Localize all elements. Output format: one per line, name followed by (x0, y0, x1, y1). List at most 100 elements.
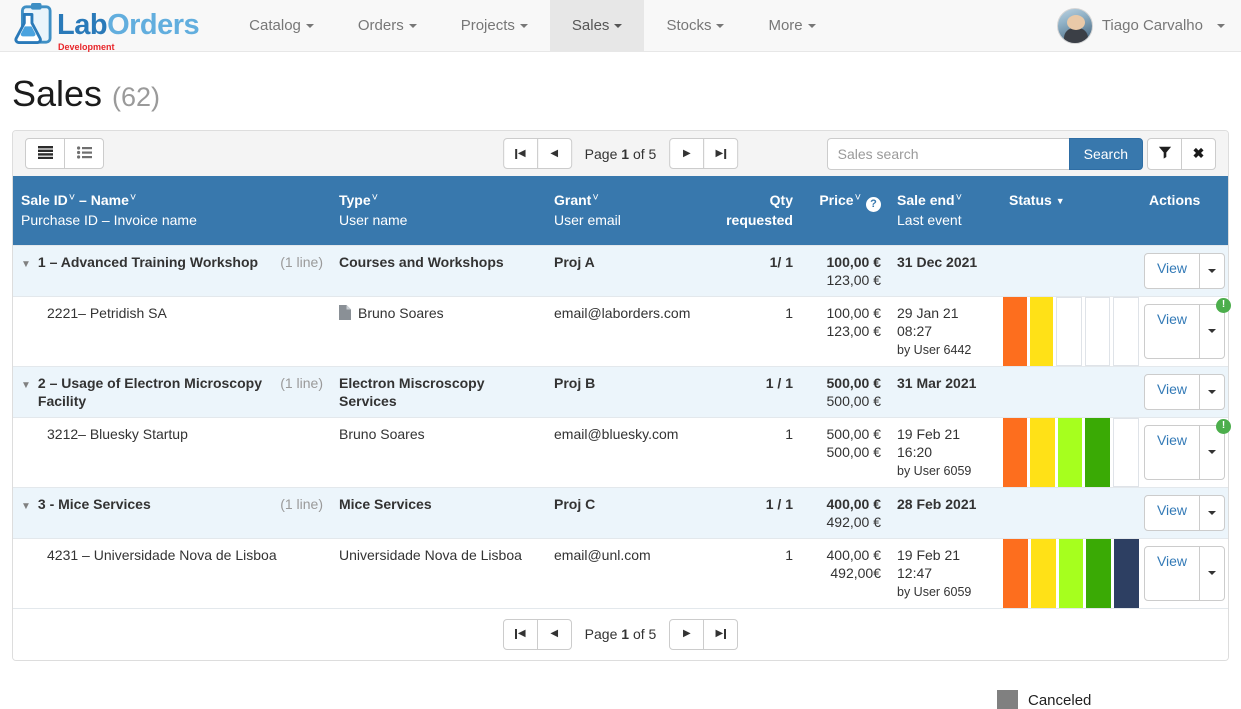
nav-item-catalog[interactable]: Catalog (227, 0, 336, 52)
column-sale-end[interactable]: Sale end˅ Last event (889, 183, 1001, 238)
column-type[interactable]: Type˅ User name (331, 183, 546, 238)
view-split-button: View ! (1143, 297, 1232, 359)
last-event-user: by User 6059 (897, 584, 972, 599)
next-page-button[interactable]: ▶ (669, 618, 705, 650)
last-event-time: 19 Feb 21 12:47 (897, 546, 961, 581)
view-dropdown-button[interactable] (1199, 494, 1226, 531)
actions-cell: View (1141, 367, 1228, 417)
user-menu[interactable]: Tiago Carvalho (1056, 7, 1241, 44)
view-button[interactable]: View (1143, 373, 1201, 410)
column-status[interactable]: Status ▼ (1009, 192, 1065, 208)
view-dropdown-button[interactable] (1199, 545, 1226, 601)
collapse-icon[interactable]: ▼ (21, 258, 31, 270)
purchase-name: 3212– Bluesky Startup (47, 425, 188, 442)
nav-item-more[interactable]: More (746, 0, 837, 52)
sort-icon: ˅ (371, 192, 379, 204)
line-count: (1 line) (280, 495, 323, 512)
status-legend: Canceled Rejected Waiting email confirma… (997, 689, 1229, 709)
next-page-button[interactable]: ▶ (669, 138, 705, 169)
price-cell: 400,00 € 492,00€ (801, 539, 889, 608)
status-segment (1056, 296, 1082, 366)
sale-name-cell: ▼ 2 – Usage of Electron Microscopy Facil… (13, 367, 331, 417)
sort-icon: ˅ (854, 192, 861, 204)
filter-button[interactable] (1147, 137, 1182, 170)
detailed-view-button[interactable] (25, 138, 65, 169)
column-price[interactable]: Price˅? (801, 183, 889, 238)
price-primary: 500,00 € (826, 425, 882, 442)
view-dropdown-button[interactable] (1199, 373, 1226, 410)
user-cell: Universidade Nova de Lisboa (339, 546, 522, 563)
view-button[interactable]: View (1143, 424, 1201, 480)
actions-cell: View ! (1141, 418, 1232, 487)
user-email: email@bluesky.com (554, 425, 679, 442)
main-nav: Catalog Orders Projects Sales Stocks Mor… (227, 0, 837, 52)
table-toolbar: ◀ ◀ Page 1 of 5 ▶ ▶ Search ✖ (13, 131, 1228, 176)
previous-page-icon: ◀ (550, 628, 559, 640)
collapse-icon[interactable]: ▼ (21, 379, 31, 391)
view-dropdown-button[interactable] (1199, 252, 1226, 289)
sale-type: Electron Miscroscopy Services (339, 374, 485, 409)
nav-item-projects[interactable]: Projects (439, 0, 550, 52)
last-page-button[interactable]: ▶ (703, 138, 739, 169)
chevron-down-icon (519, 23, 528, 28)
chevron-down-icon (1208, 510, 1217, 515)
status-segment (1084, 296, 1111, 366)
previous-page-button[interactable]: ◀ (536, 138, 572, 169)
compact-view-button[interactable] (64, 138, 104, 169)
column-qty-requested: Qty requested (726, 192, 793, 229)
column-sale-id-name[interactable]: Sale ID˅ – Name˅ Purchase ID – Invoice n… (13, 183, 331, 238)
user-cell: Bruno Soares (339, 425, 425, 442)
nav-item-stocks[interactable]: Stocks (644, 0, 746, 52)
status-progress (1001, 417, 1141, 487)
status-segment (1003, 296, 1027, 366)
previous-page-button[interactable]: ◀ (536, 618, 572, 650)
last-page-button[interactable]: ▶ (703, 618, 739, 650)
price-cell: 100,00 € 123,00 € (801, 297, 889, 366)
user-name-value: Bruno Soares (358, 304, 444, 321)
chevron-down-icon (1208, 268, 1217, 273)
nav-item-sales[interactable]: Sales (549, 0, 645, 52)
page-indicator: Page 1 of 5 (584, 626, 657, 643)
line-count: (1 line) (280, 374, 323, 391)
view-button[interactable]: View (1143, 494, 1201, 531)
clear-search-button[interactable]: ✖ (1181, 137, 1216, 170)
view-split-button: View (1143, 373, 1226, 410)
status-segment (1086, 538, 1112, 608)
price-primary: 100,00 € (826, 304, 882, 321)
user-name: Tiago Carvalho (1101, 17, 1203, 34)
price-cell: 500,00 € 500,00 € (801, 418, 889, 487)
first-page-button[interactable]: ◀ (502, 618, 538, 650)
search-input[interactable] (826, 137, 1069, 170)
status-progress (1001, 296, 1141, 366)
chevron-down-icon (1217, 23, 1225, 28)
price-primary: 500,00 € (826, 374, 882, 391)
nav-item-orders[interactable]: Orders (336, 0, 439, 52)
search-button[interactable]: Search (1068, 137, 1143, 170)
view-button[interactable]: View (1143, 545, 1201, 601)
actions-cell: View (1141, 539, 1228, 608)
qty-requested: 1 (785, 304, 793, 321)
status-segment (1112, 417, 1140, 487)
chevron-down-icon (1208, 329, 1217, 334)
sale-grant: Proj B (554, 374, 596, 391)
view-dropdown-button[interactable] (1199, 424, 1226, 480)
purchase-row: 4231 – Universidade Nova de Lisboa Unive… (13, 537, 1228, 608)
first-page-button[interactable]: ◀ (502, 138, 538, 169)
status-segment (1114, 538, 1139, 608)
purchase-row: 3212– Bluesky Startup Bruno Soares email… (13, 416, 1232, 487)
view-dropdown-button[interactable] (1199, 303, 1226, 359)
brand-logo[interactable]: LabOrders Development (10, 2, 200, 52)
view-button[interactable]: View (1143, 303, 1201, 359)
sale-type: Courses and Workshops (339, 253, 504, 270)
price-cell: 400,00 € 492,00 € (801, 488, 889, 538)
purchase-name: 4231 – Universidade Nova de Lisboa (47, 546, 277, 563)
collapse-icon[interactable]: ▼ (21, 500, 31, 512)
help-icon[interactable]: ? (866, 197, 881, 213)
first-page-icon: ◀ (514, 629, 526, 640)
user-cell: Bruno Soares (331, 297, 546, 366)
chevron-down-icon (1208, 450, 1217, 455)
sort-icon: ˅ (592, 192, 599, 204)
legend-item: Canceled (997, 689, 1229, 709)
column-grant[interactable]: Grant˅ User email (546, 183, 701, 238)
view-button[interactable]: View (1143, 252, 1201, 289)
